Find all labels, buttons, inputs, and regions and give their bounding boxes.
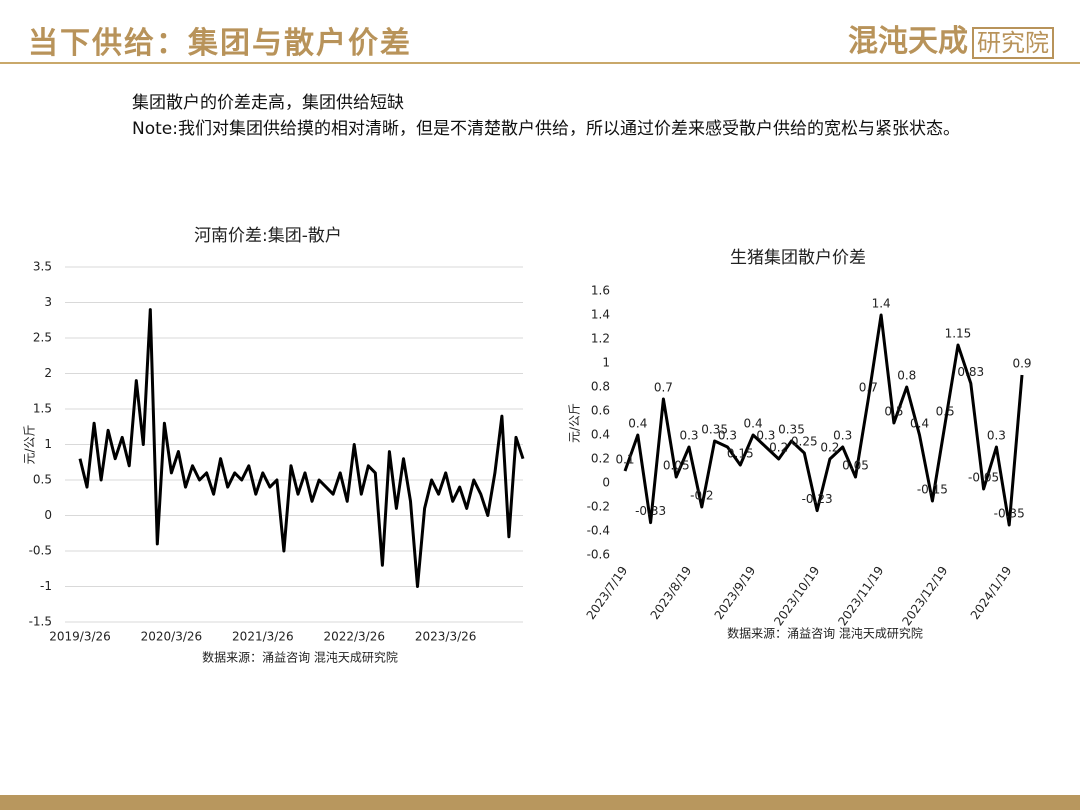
data-label: 0.1 [615,453,634,467]
data-label: 1.15 [945,327,972,341]
data-label: 0.5 [884,405,903,419]
data-label: 0.3 [718,429,737,443]
y-axis-label: 元/公斤 [23,424,37,464]
logo-text: 混沌天成 [848,24,968,59]
x-tick-label: 2023/12/19 [899,564,950,629]
data-line [78,308,525,588]
data-label: 0.2 [820,441,839,455]
x-tick-label: 2023/7/19 [584,564,631,622]
data-label: 0.05 [663,459,690,473]
paragraph: Note:我们对集团供给摸的相对清晰，但是不清楚散户供给，所以通过价差来感受散户… [132,119,960,139]
y-tick-label: 2 [44,366,52,380]
y-tick-label: 1.5 [33,402,52,416]
chart-title: 河南价差:集团-散户 [194,226,342,246]
x-tick-label: 2023/9/19 [712,564,759,622]
x-tick-label: 2022/3/26 [323,630,385,644]
y-tick-label: 0.8 [591,380,610,394]
data-label: 0.3 [679,429,698,443]
y-tick-label: 1.2 [591,332,610,346]
data-label: 0.35 [778,423,805,437]
y-axis-label: 元/公斤 [568,403,582,443]
y-tick-label: 2.5 [33,331,52,345]
data-label: 0.3 [833,429,852,443]
body-text: 集团散户的价差走高，集团供给短缺 Note:我们对集团供给摸的相对清晰，但是不清… [80,90,1030,142]
data-label: 0.3 [756,429,775,443]
data-label: 0.4 [744,417,763,431]
data-label: 0.3 [987,429,1006,443]
data-label: 0.9 [1012,357,1031,371]
data-label: 0.4 [910,417,929,431]
footer-bar [0,795,1080,810]
paragraph: 集团散户的价差走高，集团供给短缺 [132,93,404,113]
x-tick-label: 2020/3/26 [141,630,203,644]
source-note: 数据来源：涌益咨询 混沌天成研究院 [202,650,398,665]
data-label: 0.83 [957,365,984,379]
y-tick-label: 0.6 [591,404,610,418]
data-label: 0.35 [701,423,728,437]
y-tick-label: -1 [40,579,52,593]
y-tick-label: -0.2 [587,500,610,514]
data-label: -0.2 [690,489,713,503]
data-label: 1.4 [872,297,891,311]
data-line [623,313,1024,527]
data-label: -0.33 [635,504,666,518]
data-label: -0.23 [802,492,833,506]
x-tick-label: 2023/3/26 [415,630,477,644]
data-label: 0.4 [628,417,647,431]
header-rule [0,62,1080,64]
y-tick-label: 3 [44,295,52,309]
y-tick-label: 0.4 [591,428,610,442]
x-tick-label: 2024/1/19 [968,564,1015,622]
data-label: 0.2 [769,441,788,455]
data-label: 0.25 [791,435,818,449]
data-label: 0.15 [727,447,754,461]
logo-box: 研究院 [972,27,1054,59]
y-tick-label: 1.6 [591,284,610,298]
data-label: -0.05 [968,471,999,485]
x-tick-label: 2023/8/19 [648,564,695,622]
y-tick-label: -0.4 [587,524,610,538]
x-tick-label: 2023/11/19 [835,564,886,629]
x-tick-label: 2019/3/26 [49,630,111,644]
y-tick-label: -0.5 [29,544,52,558]
y-tick-label: 1 [44,437,52,451]
chart-title: 生猪集团散户价差 [730,248,866,268]
y-tick-label: 0.2 [591,452,610,466]
data-label: 0.7 [859,381,878,395]
y-tick-label: 3.5 [33,260,52,274]
y-tick-label: 0 [44,508,52,522]
y-tick-label: 0 [602,476,610,490]
source-note: 数据来源：涌益咨询 混沌天成研究院 [727,626,923,641]
data-label: 0.7 [654,381,673,395]
y-tick-label: -0.6 [587,548,610,562]
y-tick-label: 0.5 [33,473,52,487]
data-label: -0.15 [917,483,948,497]
slide-title: 当下供给：集团与散户价差 [28,26,412,61]
data-label: -0.35 [994,507,1025,521]
logo: 混沌天成 研究院 [848,16,1054,60]
data-label: 0.5 [936,405,955,419]
x-tick-label: 2023/10/19 [771,564,822,629]
data-label: 0.8 [897,369,916,383]
data-label: 0.05 [842,459,869,473]
y-tick-label: 1 [602,356,610,370]
y-tick-label: 1.4 [591,308,610,322]
y-tick-label: -1.5 [29,615,52,629]
x-tick-label: 2021/3/26 [232,630,294,644]
